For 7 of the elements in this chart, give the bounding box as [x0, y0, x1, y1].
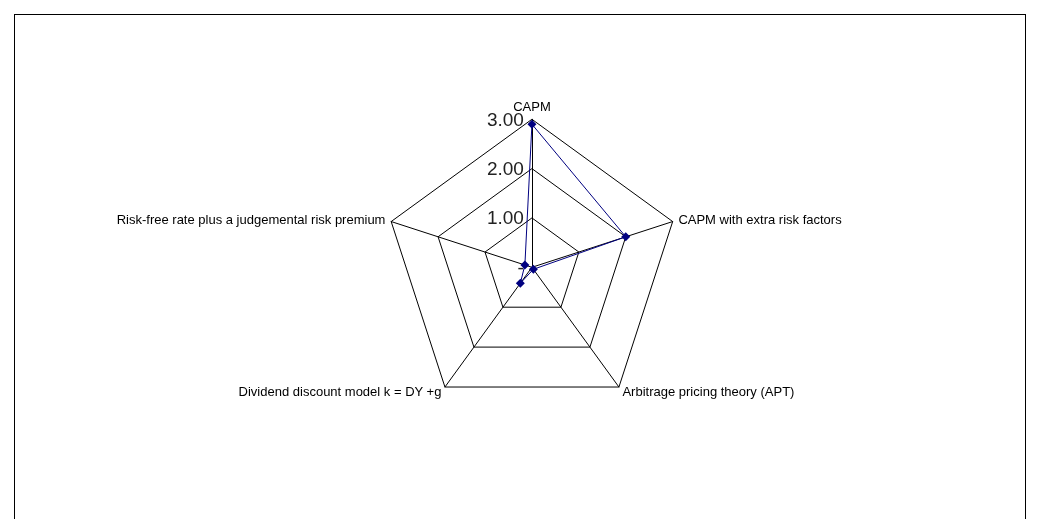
- y-tick-label: 1.00: [486, 207, 524, 229]
- spoke-label: Dividend discount model k = DY +g: [238, 384, 442, 400]
- y-tick-label: -: [517, 256, 524, 278]
- y-tick-label: 2.00: [486, 158, 524, 180]
- spoke-label: CAPM with extra risk factors: [678, 212, 843, 228]
- spoke-label: Arbitrage pricing theory (APT): [622, 384, 795, 400]
- spoke-label: Risk-free rate plus a judgemental risk premium: [116, 212, 386, 228]
